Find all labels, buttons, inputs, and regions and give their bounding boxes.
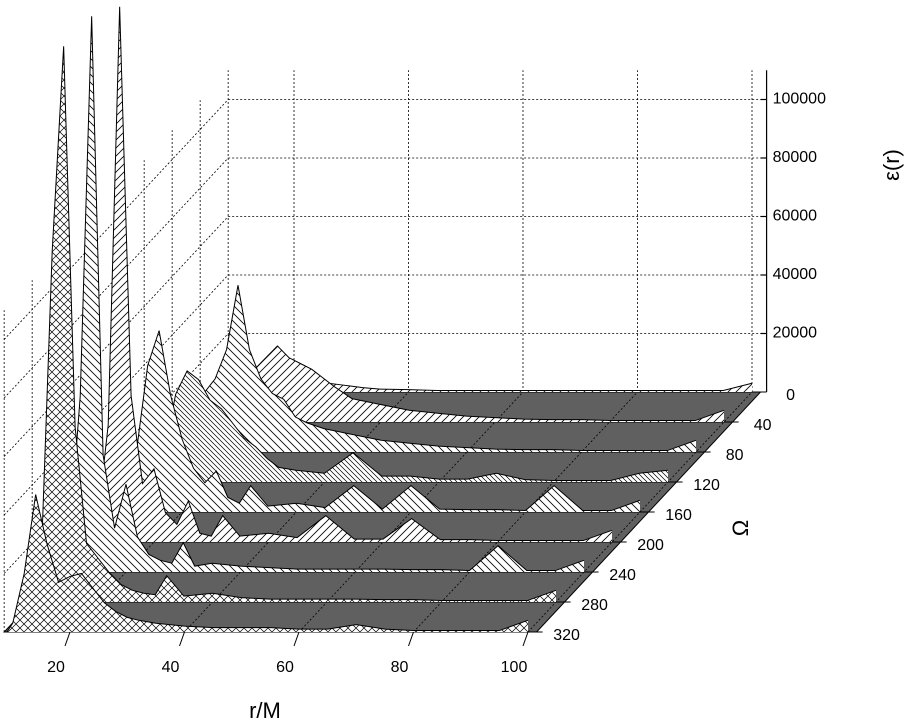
y-tick-label: 40 xyxy=(754,417,772,434)
ridge-fill xyxy=(147,370,668,482)
ridge-line xyxy=(146,370,669,483)
y-tick-label: 280 xyxy=(581,597,608,614)
ridge-line xyxy=(34,46,557,603)
y-tick-label: 320 xyxy=(553,627,580,644)
z-tick-label: 80000 xyxy=(773,149,818,166)
z-tick-label: 40000 xyxy=(773,266,818,283)
y-tick-label: 0 xyxy=(786,387,795,404)
z-tick-label: 60000 xyxy=(773,208,818,225)
x-tick-label: 100 xyxy=(501,659,528,676)
x-tick-label: 80 xyxy=(391,659,409,676)
plot-area xyxy=(4,6,761,633)
y-axis-label: Ω xyxy=(728,520,753,536)
y-tick-label: 120 xyxy=(693,477,720,494)
y-tick-label: 160 xyxy=(665,507,692,524)
x-tick-label: 60 xyxy=(276,659,294,676)
x-tick xyxy=(64,631,71,647)
ridge-line xyxy=(174,285,697,453)
ridge-line xyxy=(90,6,613,543)
x-tick xyxy=(293,631,300,647)
x-tick xyxy=(522,631,529,647)
ridge-fill xyxy=(7,494,528,632)
x-tick xyxy=(408,631,414,647)
y-tick-label: 240 xyxy=(609,567,636,584)
x-tick-label: 20 xyxy=(47,659,65,676)
ridge-fill xyxy=(203,345,724,422)
z-axis-label: ε(r) xyxy=(879,149,904,181)
x-tick xyxy=(179,631,185,647)
ridge-line xyxy=(62,16,585,573)
x-tick-label: 40 xyxy=(162,659,180,676)
ridge-line xyxy=(6,494,529,633)
y-tick-label: 200 xyxy=(637,537,664,554)
ridge-fill xyxy=(119,330,640,512)
y-tick-label: 80 xyxy=(726,447,744,464)
z-tick-label: 100000 xyxy=(773,91,826,108)
z-tick-label: 20000 xyxy=(773,325,818,342)
ridge-fill xyxy=(35,46,556,602)
axes: 20000 40000 60000 80000 100000 0 40 80 120160200… xyxy=(47,70,826,676)
ridge-line xyxy=(118,330,641,513)
ridge-fill xyxy=(91,6,612,543)
x-axis-label: r/M xyxy=(249,698,281,723)
